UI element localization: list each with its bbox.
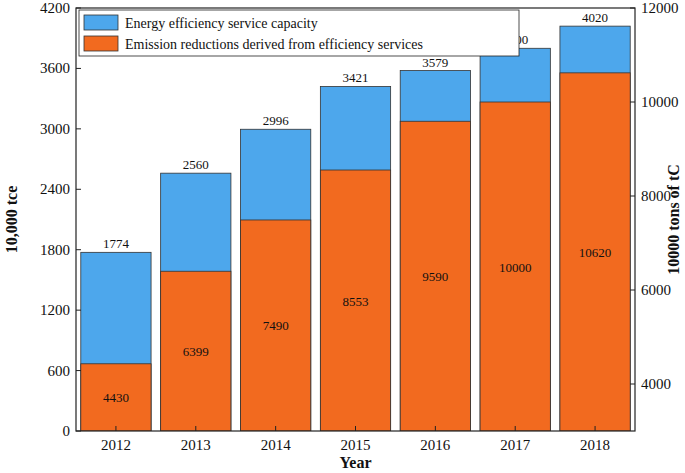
bar: [241, 129, 311, 431]
bar: [400, 71, 470, 431]
bar: [161, 173, 231, 431]
y2-tick-label: 10000: [641, 94, 679, 110]
y2-tick: [630, 8, 635, 9]
data-label: 8553: [343, 294, 369, 309]
bar: [81, 252, 151, 431]
y-tick-label: 3000: [40, 121, 70, 137]
y2-axis-title: 10000 tons of tC: [665, 164, 682, 275]
data-label: 2996: [263, 113, 290, 128]
legend-label: Energy efficiency service capacity: [125, 16, 318, 31]
bar: [480, 102, 550, 431]
y2-tick-label: 6000: [641, 282, 671, 298]
x-tick-label: 2018: [580, 437, 610, 453]
bar: [480, 48, 550, 431]
data-label: 6399: [183, 344, 209, 359]
legend-box: [79, 10, 519, 56]
x-tick-label: 2017: [500, 437, 531, 453]
x-tick: [115, 426, 116, 431]
y-tick: [76, 128, 81, 129]
x-tick: [435, 426, 436, 431]
y-tick: [76, 249, 81, 250]
bar: [320, 86, 390, 431]
data-label: 9590: [422, 269, 448, 284]
legend-label: Emission reductions derived from efficie…: [125, 37, 423, 52]
data-label: 10620: [579, 245, 612, 260]
y-axis-title: 10,000 tce: [3, 186, 20, 254]
y2-tick: [630, 384, 635, 385]
x-tick-label: 2013: [181, 437, 211, 453]
data-label: 7490: [263, 318, 289, 333]
y2-tick: [630, 196, 635, 197]
x-tick: [355, 426, 356, 431]
chart: 1774256029963421357938004020443063997490…: [0, 0, 685, 473]
bar: [400, 121, 470, 431]
x-tick-label: 2015: [341, 437, 371, 453]
bar: [81, 364, 151, 431]
y-tick-label: 1800: [40, 242, 70, 258]
y-tick-label: 600: [48, 363, 71, 379]
y2-tick: [630, 102, 635, 103]
bars: [81, 26, 630, 431]
x-tick-label: 2014: [261, 437, 292, 453]
data-label: 3421: [343, 70, 369, 85]
data-label: 4430: [103, 390, 129, 405]
y-tick-label: 3600: [40, 60, 70, 76]
y2-tick: [630, 290, 635, 291]
y-tick: [76, 189, 81, 190]
y2-tick-label: 4000: [641, 376, 671, 392]
bar: [560, 73, 630, 431]
bar: [241, 220, 311, 431]
y-tick-label: 2400: [40, 181, 70, 197]
y-tick-label: 4200: [40, 0, 70, 16]
data-label: 10000: [499, 260, 532, 275]
bar: [560, 26, 630, 431]
x-tick: [515, 426, 516, 431]
x-tick-label: 2016: [420, 437, 451, 453]
y-tick: [76, 68, 81, 69]
y-tick-label: 1200: [40, 302, 70, 318]
y-tick: [76, 370, 81, 371]
y2-tick-label: 12000: [641, 0, 679, 16]
legend-swatch: [84, 15, 118, 30]
data-labels: 1774256029963421357938004020443063997490…: [103, 10, 611, 405]
data-label: 1774: [103, 236, 130, 251]
y-tick: [76, 310, 81, 311]
legend: Energy efficiency service capacity Emissi…: [79, 10, 519, 56]
x-tick: [195, 426, 196, 431]
legend-swatch: [84, 36, 118, 51]
plot-frame: [76, 8, 635, 431]
x-axis-title: Year: [340, 454, 372, 471]
x-tick: [275, 426, 276, 431]
x-tick-label: 2012: [101, 437, 131, 453]
y-tick: [76, 8, 81, 9]
data-label: 2560: [183, 157, 209, 172]
y-tick-label: 0: [63, 423, 71, 439]
bar: [161, 271, 231, 431]
data-label: 3579: [422, 55, 448, 70]
x-tick: [595, 426, 596, 431]
data-label: 4020: [582, 10, 608, 25]
y-tick: [76, 431, 81, 432]
bar: [320, 170, 390, 431]
